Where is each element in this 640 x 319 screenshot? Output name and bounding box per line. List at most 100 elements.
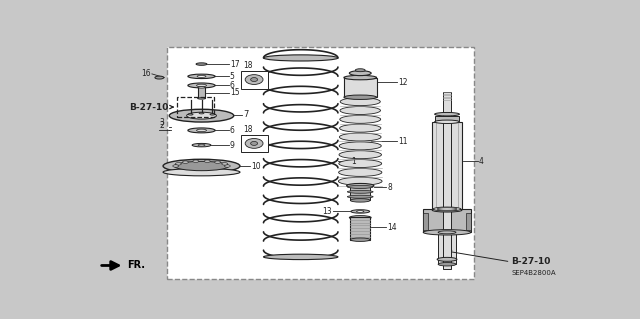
Ellipse shape (339, 151, 381, 159)
Ellipse shape (435, 120, 460, 123)
Ellipse shape (437, 257, 457, 261)
Ellipse shape (174, 161, 229, 171)
Bar (466, 213, 471, 230)
Ellipse shape (339, 142, 381, 150)
Ellipse shape (188, 83, 215, 88)
Bar (423, 209, 471, 232)
Text: 15: 15 (230, 88, 239, 97)
Ellipse shape (245, 75, 263, 85)
Ellipse shape (214, 161, 221, 163)
Text: 6: 6 (230, 81, 235, 90)
Ellipse shape (193, 160, 199, 162)
Text: 11: 11 (399, 137, 408, 146)
Ellipse shape (173, 165, 179, 167)
Ellipse shape (264, 254, 338, 260)
Ellipse shape (339, 160, 381, 167)
Text: B-27-10: B-27-10 (511, 257, 551, 266)
Text: 16: 16 (141, 69, 151, 78)
Text: B-27-10: B-27-10 (129, 102, 168, 112)
Ellipse shape (339, 133, 381, 141)
Ellipse shape (198, 87, 205, 88)
Ellipse shape (245, 138, 263, 148)
Ellipse shape (196, 63, 207, 65)
Ellipse shape (339, 168, 382, 176)
Ellipse shape (210, 114, 215, 115)
Text: 4: 4 (479, 157, 484, 166)
Ellipse shape (348, 190, 373, 193)
Text: 9: 9 (230, 141, 235, 150)
Ellipse shape (340, 124, 381, 132)
Bar (423, 213, 428, 230)
Ellipse shape (222, 163, 228, 165)
Ellipse shape (435, 113, 460, 116)
Text: 1: 1 (351, 157, 356, 166)
Ellipse shape (340, 98, 380, 106)
Text: 7: 7 (243, 110, 248, 119)
Ellipse shape (351, 210, 370, 213)
Ellipse shape (188, 128, 215, 133)
Text: 18: 18 (244, 125, 253, 134)
Bar (443, 92, 451, 269)
Text: 6: 6 (230, 126, 235, 135)
Text: 10: 10 (251, 161, 260, 171)
Text: 13: 13 (323, 207, 332, 216)
Ellipse shape (348, 195, 373, 198)
Ellipse shape (355, 69, 365, 72)
Ellipse shape (438, 231, 456, 234)
Ellipse shape (196, 84, 207, 87)
Ellipse shape (432, 208, 462, 212)
Ellipse shape (339, 177, 382, 185)
Ellipse shape (433, 207, 461, 211)
Ellipse shape (198, 98, 205, 99)
Text: 5: 5 (230, 72, 235, 81)
Ellipse shape (347, 183, 374, 188)
Ellipse shape (350, 238, 370, 241)
Text: 12: 12 (399, 78, 408, 87)
Ellipse shape (196, 129, 207, 132)
Ellipse shape (187, 112, 216, 119)
Ellipse shape (182, 161, 188, 163)
Text: SEP4B2800A: SEP4B2800A (511, 270, 556, 276)
Ellipse shape (188, 114, 193, 115)
Ellipse shape (340, 107, 380, 115)
Text: 14: 14 (387, 223, 397, 233)
Bar (241, 71, 269, 89)
Ellipse shape (356, 211, 364, 212)
Text: 3: 3 (159, 118, 164, 127)
Bar (241, 135, 269, 152)
Text: 2: 2 (159, 121, 164, 130)
Bar (167, 47, 474, 279)
Ellipse shape (344, 75, 376, 80)
Ellipse shape (175, 163, 181, 165)
Ellipse shape (163, 168, 240, 176)
Ellipse shape (155, 76, 164, 79)
Ellipse shape (348, 185, 373, 188)
Ellipse shape (264, 55, 338, 61)
Ellipse shape (251, 141, 257, 145)
Bar (350, 217, 370, 240)
Ellipse shape (197, 75, 206, 77)
Ellipse shape (192, 144, 211, 147)
Bar (198, 87, 205, 99)
Ellipse shape (169, 109, 234, 122)
Ellipse shape (251, 78, 257, 82)
Ellipse shape (423, 230, 471, 235)
Bar (438, 232, 456, 264)
Ellipse shape (340, 115, 381, 123)
Ellipse shape (198, 144, 205, 146)
Text: 17: 17 (230, 60, 239, 69)
Text: 8: 8 (387, 183, 392, 192)
Ellipse shape (225, 165, 230, 167)
Ellipse shape (349, 71, 371, 76)
Text: FR.: FR. (102, 261, 145, 271)
Text: 18: 18 (244, 61, 253, 70)
Ellipse shape (349, 216, 371, 219)
Ellipse shape (199, 113, 204, 114)
Bar (344, 78, 376, 97)
Ellipse shape (350, 199, 370, 202)
Bar (177, 97, 214, 117)
Ellipse shape (438, 263, 456, 266)
Ellipse shape (344, 95, 376, 100)
Ellipse shape (163, 159, 240, 173)
Bar (432, 122, 462, 210)
